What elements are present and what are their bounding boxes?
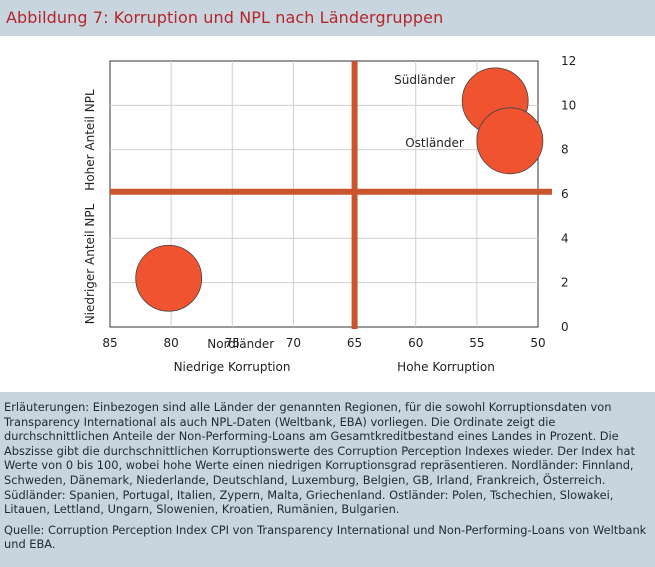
reference-lines <box>110 61 552 329</box>
y-axis-ticks: 0 2 4 6 8 10 12 <box>561 54 576 334</box>
notes-explanation: Erläuterungen: Einbezogen sind alle Länd… <box>4 400 635 517</box>
y-tick-label: 4 <box>561 231 569 245</box>
x-tick-label: 80 <box>164 336 179 350</box>
y-tick-label: 12 <box>561 54 576 68</box>
plot-area: Nordländer Südländer Ostländer 85 80 75 70 65 6… <box>0 36 655 392</box>
y-tick-label: 6 <box>561 187 569 201</box>
y-tick-label: 0 <box>561 320 569 334</box>
x-tick-label: 55 <box>469 336 484 350</box>
y-axis-label-top: Hoher Anteil NPL <box>83 89 97 191</box>
figure-title: Abbildung 7: Korruption und NPL nach Län… <box>6 8 444 27</box>
y-axis-label-bottom: Niedriger Anteil NPL <box>83 203 97 324</box>
y-tick-label: 2 <box>561 276 569 290</box>
x-tick-label: 60 <box>408 336 423 350</box>
x-tick-label: 50 <box>530 336 545 350</box>
y-tick-label: 10 <box>561 98 576 112</box>
x-tick-label: 85 <box>102 336 117 350</box>
x-axis-ticks: 85 80 75 70 65 60 55 50 <box>102 336 545 350</box>
x-axis-label-left: Niedrige Korruption <box>174 360 291 374</box>
x-tick-label: 75 <box>225 336 240 350</box>
bubble-label-ostländer: Ostländer <box>405 136 464 150</box>
figure-notes: Erläuterungen: Einbezogen sind alle Länd… <box>4 400 652 552</box>
bubble-layer <box>135 67 544 312</box>
bubble-ostländer <box>476 107 544 175</box>
y-tick-label: 8 <box>561 143 569 157</box>
bubble-label-südländer: Südländer <box>394 73 455 87</box>
x-tick-label: 65 <box>347 336 362 350</box>
notes-source: Quelle: Corruption Perception Index CPI … <box>4 522 647 552</box>
bubble-labels: Nordländer Südländer Ostländer <box>207 73 464 351</box>
bubble-nordländer <box>135 244 203 312</box>
x-axis-label-right: Hohe Korruption <box>397 360 495 374</box>
bubble-label-nordländer: Nordländer <box>207 337 274 351</box>
x-tick-label: 70 <box>286 336 301 350</box>
